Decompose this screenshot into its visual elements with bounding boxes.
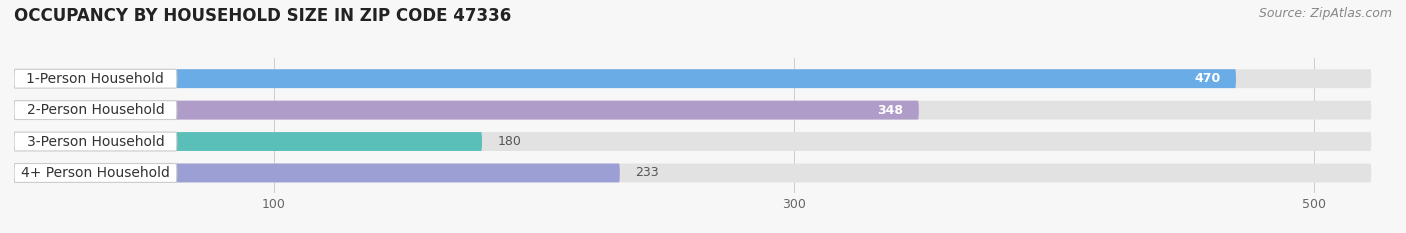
FancyBboxPatch shape [14,164,1371,182]
FancyBboxPatch shape [14,132,1371,151]
FancyBboxPatch shape [14,101,1371,120]
FancyBboxPatch shape [14,69,177,88]
FancyBboxPatch shape [14,101,177,120]
FancyBboxPatch shape [14,132,177,151]
FancyBboxPatch shape [14,69,1371,88]
Text: OCCUPANCY BY HOUSEHOLD SIZE IN ZIP CODE 47336: OCCUPANCY BY HOUSEHOLD SIZE IN ZIP CODE … [14,7,512,25]
Text: 348: 348 [877,104,903,116]
FancyBboxPatch shape [14,164,177,182]
Text: 180: 180 [498,135,522,148]
Text: 1-Person Household: 1-Person Household [27,72,165,86]
FancyBboxPatch shape [14,164,620,182]
Text: 4+ Person Household: 4+ Person Household [21,166,170,180]
Text: 2-Person Household: 2-Person Household [27,103,165,117]
Text: 233: 233 [636,166,659,179]
Text: 470: 470 [1194,72,1220,85]
Text: Source: ZipAtlas.com: Source: ZipAtlas.com [1258,7,1392,20]
Text: 3-Person Household: 3-Person Household [27,134,165,148]
FancyBboxPatch shape [14,69,1236,88]
FancyBboxPatch shape [14,101,918,120]
FancyBboxPatch shape [14,132,482,151]
